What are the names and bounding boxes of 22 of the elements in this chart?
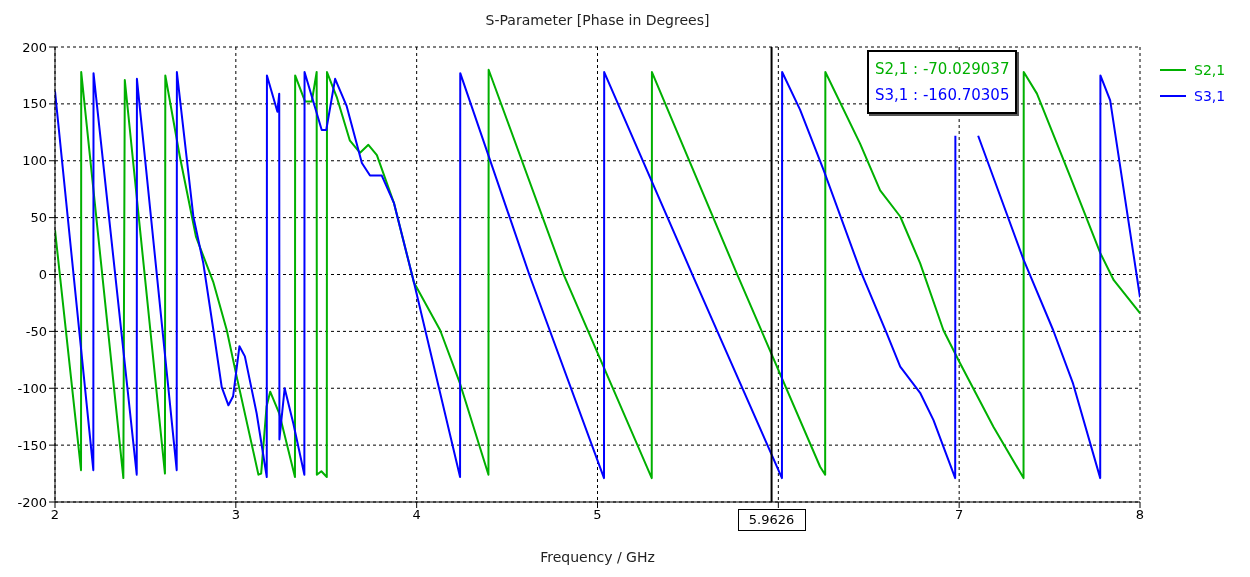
annotation: S3,1 : -160.70305 bbox=[874, 85, 1010, 106]
x-tick-label: 5 bbox=[593, 507, 602, 523]
x-tick-label: 4 bbox=[412, 507, 421, 523]
x-tick-label: 7 bbox=[955, 507, 964, 523]
y-tick-label: 150 bbox=[22, 96, 47, 112]
y-tick-label: 200 bbox=[22, 39, 47, 55]
x-axis-title: Frequency / GHz bbox=[540, 549, 655, 565]
legend-label: S3,1 bbox=[1194, 88, 1226, 104]
y-tick-label: 0 bbox=[38, 267, 47, 283]
x-tick-label: 3 bbox=[231, 507, 240, 523]
x-tick-label: 2 bbox=[50, 507, 60, 523]
chart-title: S-Parameter [Phase in Degrees] bbox=[484, 12, 711, 28]
y-tick-label: -50 bbox=[25, 323, 47, 339]
y-tick-label: -200 bbox=[17, 494, 47, 510]
y-tick-label: -150 bbox=[17, 437, 47, 453]
ref-line-label: 5.9626 bbox=[737, 509, 806, 531]
y-tick-label: 50 bbox=[30, 210, 47, 226]
x-tick-label: 8 bbox=[1135, 507, 1145, 523]
y-tick-label: -100 bbox=[17, 380, 47, 396]
y-tick-label: 100 bbox=[22, 153, 47, 169]
annotation: S2,1 : -70.029037 bbox=[874, 59, 1010, 80]
legend-label: S2,1 bbox=[1194, 62, 1226, 78]
